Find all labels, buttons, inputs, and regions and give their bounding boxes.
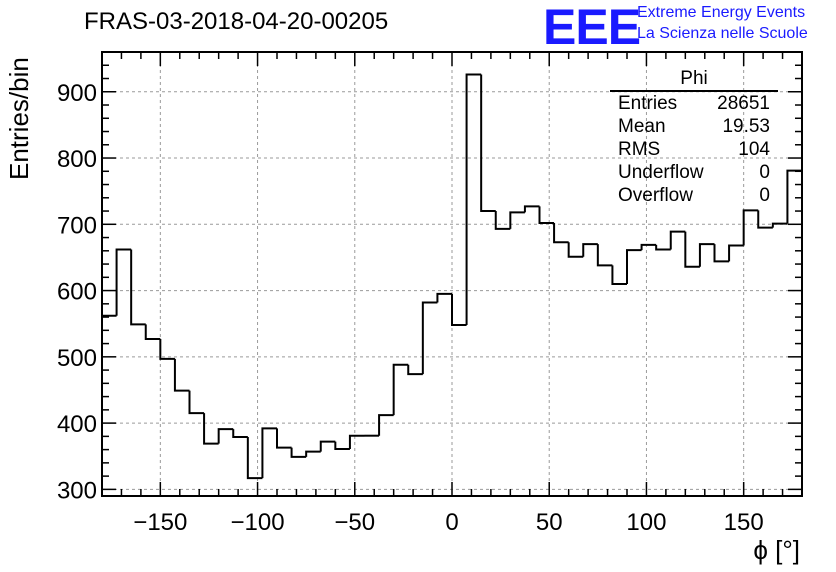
x-tick-label: −50: [334, 509, 375, 536]
histogram-bin: [246, 437, 263, 480]
histogram-bin: [596, 244, 613, 267]
chart-title: FRAS-03-2018-04-20-00205: [84, 8, 389, 35]
stat-row-overflow: Overflow 0: [610, 184, 778, 207]
histogram-bin: [713, 244, 730, 263]
stats-box: Phi Entries 28651 Mean 19.53 RMS 104 Und…: [610, 68, 778, 207]
histogram-bin: [203, 413, 219, 445]
eee-logo: EEE: [543, 0, 641, 55]
stat-label: Entries: [618, 93, 678, 114]
histogram-bin: [144, 324, 161, 340]
stat-row-underflow: Underflow 0: [610, 161, 778, 184]
stat-label: Underflow: [618, 162, 704, 183]
histogram-bin: [334, 441, 350, 450]
logo-line-1: Extreme Energy Events: [637, 4, 806, 21]
histogram-bin: [567, 242, 584, 258]
x-tick-label: 150: [724, 509, 764, 536]
x-tick-label: −150: [133, 509, 187, 536]
histogram-bin: [436, 292, 452, 303]
y-tick-label: 800: [57, 146, 97, 173]
histogram-bin: [494, 211, 511, 230]
histogram-bin: [626, 249, 642, 284]
x-axis-label: ϕ [°]: [753, 535, 800, 565]
y-tick-label: 900: [57, 80, 97, 107]
histogram-bin: [509, 211, 525, 229]
histogram-bin: [305, 450, 321, 457]
logo-line-2: La Scienza nelle Scuole: [637, 25, 808, 42]
stat-label: Mean: [618, 116, 666, 137]
histogram-bin: [669, 230, 686, 250]
x-tick-label: 50: [536, 509, 563, 536]
histogram-bin: [217, 428, 234, 444]
histogram-bin: [465, 73, 482, 326]
histogram-bin: [684, 231, 700, 268]
histogram-bin: [261, 427, 277, 479]
histogram-bin: [757, 210, 773, 229]
y-tick-label: 700: [57, 212, 97, 239]
y-tick-label: 500: [57, 345, 97, 372]
histogram-bin: [553, 222, 569, 244]
histogram-bin: [188, 390, 205, 415]
stat-row-entries: Entries 28651: [610, 92, 778, 115]
histogram-bin: [451, 293, 467, 327]
stat-row-rms: RMS 104: [610, 138, 778, 161]
y-axis-label: Entries/bin: [4, 57, 34, 180]
histogram-bin: [276, 428, 292, 449]
histogram-bin: [101, 314, 117, 496]
histogram-bin: [698, 243, 715, 267]
histogram-bin: [392, 363, 409, 416]
y-axis: 300 400 500 600 700 800 900: [57, 64, 802, 504]
y-tick-label: 300: [57, 477, 97, 504]
histogram-bin: [480, 74, 496, 213]
y-tick-label: 400: [57, 411, 97, 438]
histogram-bin: [611, 265, 627, 285]
histogram-bin: [523, 205, 540, 213]
histogram-bin: [159, 338, 175, 360]
histogram-bin: [115, 248, 132, 316]
histogram-bin: [319, 440, 336, 452]
histogram-bin: [655, 244, 671, 251]
x-axis: −150 −100 −50 0 50 100 150: [101, 52, 803, 536]
stat-value: 0: [759, 162, 770, 183]
stat-value: 28651: [717, 93, 770, 114]
histogram-bin: [538, 206, 555, 224]
histogram-bin: [771, 222, 788, 228]
histogram-bin: [407, 364, 423, 376]
histogram-bin: [232, 429, 248, 439]
stat-label: RMS: [618, 139, 661, 160]
x-tick-label: 0: [445, 509, 458, 536]
x-tick-label: −100: [231, 509, 285, 536]
histogram-bin: [378, 414, 394, 436]
histogram-bin: [742, 209, 759, 246]
histogram-bin: [640, 243, 657, 251]
stat-value: 0: [759, 185, 770, 206]
stat-value: 19.53: [722, 116, 770, 137]
histogram-bin: [582, 243, 598, 257]
stat-label: Overflow: [618, 185, 693, 206]
stat-row-mean: Mean 19.53: [610, 115, 778, 138]
histogram-bin: [130, 249, 146, 326]
histogram-bin: [348, 434, 365, 449]
y-tick-label: 600: [57, 279, 97, 306]
histogram-bin: [421, 301, 438, 375]
x-tick-label: 100: [626, 509, 666, 536]
histogram-bin: [728, 244, 744, 262]
histogram-bin: [290, 447, 307, 458]
stat-value: 104: [738, 139, 770, 160]
stats-title: Phi: [610, 68, 778, 92]
histogram-bin: [173, 358, 190, 392]
